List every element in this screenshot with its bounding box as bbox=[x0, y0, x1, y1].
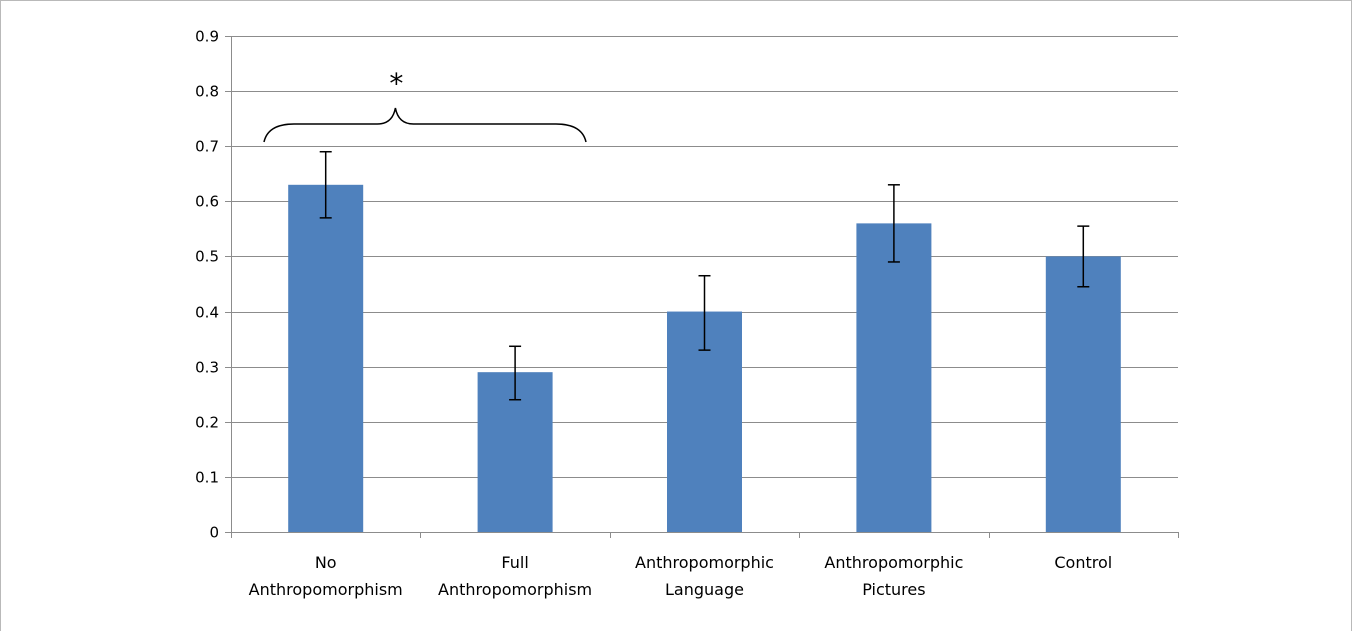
x-category-label-line: Anthropomorphic bbox=[635, 553, 774, 572]
significance-brace bbox=[263, 107, 587, 143]
y-tick-label: 0.8 bbox=[195, 83, 219, 101]
x-category-label-line: Anthropomorphic bbox=[824, 553, 963, 572]
error-bar bbox=[698, 274, 711, 351]
error-bar bbox=[887, 184, 900, 263]
y-axis-ticks: 0 0.1 0.2 0.3 0.4 0.5 0.6 0.7 0.8 0.9 bbox=[195, 28, 231, 542]
y-tick-label: 0.1 bbox=[195, 469, 219, 487]
error-bar bbox=[509, 345, 522, 401]
error-bar bbox=[1077, 225, 1090, 288]
x-category-label: Anthropomorphic Language bbox=[635, 553, 774, 599]
y-tick-label: 0.2 bbox=[195, 414, 219, 432]
y-tick-label: 0.3 bbox=[195, 359, 219, 377]
x-category-label: No Anthropomorphism bbox=[249, 553, 403, 599]
y-tick-label: 0 bbox=[209, 524, 219, 542]
significance-annotation: * bbox=[263, 67, 587, 143]
bar bbox=[856, 223, 932, 532]
x-category-label-line: Language bbox=[665, 580, 744, 599]
axes bbox=[231, 36, 1179, 538]
x-category-label: Control bbox=[1054, 553, 1112, 572]
x-category-label-line: Anthropomorphism bbox=[249, 580, 403, 599]
x-category-label-line: No bbox=[315, 553, 337, 572]
bars bbox=[288, 184, 1121, 533]
x-axis-labels: No Anthropomorphism Full Anthropomorphism An… bbox=[249, 553, 1113, 599]
y-tick-label: 0.7 bbox=[195, 138, 219, 156]
error-bars bbox=[319, 150, 1090, 401]
y-tick-label: 0.6 bbox=[195, 193, 219, 211]
gridlines bbox=[231, 36, 1178, 478]
x-category-label-line: Full bbox=[501, 553, 528, 572]
bar bbox=[1045, 256, 1121, 532]
y-tick-label: 0.4 bbox=[195, 304, 219, 322]
significance-label: * bbox=[389, 67, 403, 100]
x-category-label-line: Anthropomorphism bbox=[438, 580, 592, 599]
y-tick-label: 0.5 bbox=[195, 248, 219, 266]
error-bar bbox=[319, 150, 332, 219]
x-category-label-line: Pictures bbox=[862, 580, 925, 599]
bar bbox=[288, 184, 364, 533]
x-category-label: Anthropomorphic Pictures bbox=[824, 553, 963, 599]
x-category-label: Full Anthropomorphism bbox=[438, 553, 592, 599]
y-tick-label: 0.9 bbox=[195, 28, 219, 46]
x-category-label-line: Control bbox=[1054, 553, 1112, 572]
